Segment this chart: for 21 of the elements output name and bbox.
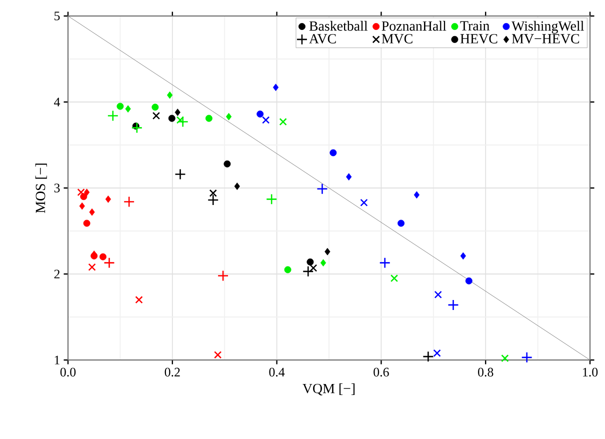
y-tick-label: 1 (54, 356, 60, 364)
y-tick-label: 5 (54, 12, 60, 20)
legend-label: AVC (309, 34, 336, 44)
x-tick-label: 0.2 (164, 368, 180, 377)
legend-label: PoznanHall (382, 20, 446, 31)
x-tick-label: 0.4 (269, 368, 285, 377)
legend-label: MV−HEVC (512, 34, 580, 44)
legend-label: WishingWell (512, 20, 584, 34)
x-tick-label: 0.0 (60, 368, 76, 377)
y-axis-title: MOS [−] (35, 164, 47, 214)
legend-label: MVC (382, 34, 412, 44)
y-tick-label: 2 (54, 270, 60, 278)
legend-label: HEVC (460, 34, 498, 44)
x-axis-title: VQM [−] (302, 383, 355, 396)
x-tick-label: 1.0 (583, 368, 598, 377)
legend-label: Basketball (309, 20, 368, 31)
x-tick-label: 0.6 (374, 368, 389, 377)
y-tick-label: 3 (54, 184, 60, 192)
x-tick-label: 0.8 (478, 368, 494, 377)
legend-label: Train (460, 21, 490, 31)
y-tick-label: 4 (54, 98, 60, 106)
